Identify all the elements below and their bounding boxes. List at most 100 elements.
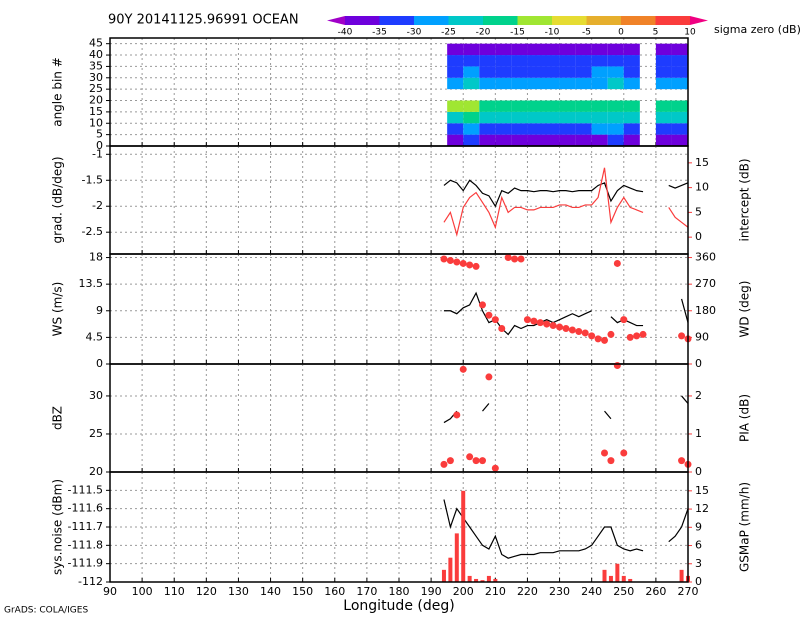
heatmap-cell — [543, 100, 560, 112]
y-tick-label: 20 — [89, 465, 103, 478]
heatmap-cell — [655, 123, 672, 135]
y-tick-label: 18 — [89, 251, 103, 264]
y-tick-label: 45 — [89, 37, 103, 50]
heatmap-cell — [623, 123, 640, 135]
heatmap-cell — [575, 66, 592, 78]
heatmap-cell — [655, 55, 672, 67]
heatmap-cell — [495, 66, 512, 78]
panel-frame — [109, 471, 689, 583]
heatmap-cell — [543, 43, 560, 56]
y-tick-label: 4.5 — [86, 330, 104, 343]
heatmap-cell — [479, 77, 496, 90]
heatmap-cell — [511, 111, 528, 124]
y-tick-label: 0 — [96, 357, 103, 370]
y-axis-label: WS (m/s) — [51, 282, 65, 337]
data-line — [604, 410, 612, 420]
heatmap-cell — [575, 134, 592, 146]
bar — [602, 569, 607, 582]
data-point — [453, 258, 461, 266]
colorbar-tick-label: -30 — [407, 28, 422, 38]
footer: GrADS: COLA/IGES — [4, 606, 88, 616]
heatmap-cell — [543, 123, 560, 135]
heatmap-cell — [463, 43, 480, 56]
y-tick-label: 10 — [89, 116, 103, 129]
heatmap-cell — [511, 134, 528, 146]
colorbar-cell — [379, 16, 414, 25]
heatmap-cell — [527, 123, 544, 135]
x-tick-label: 130 — [228, 585, 249, 598]
x-tick-label: 220 — [517, 585, 538, 598]
heatmap-cell — [575, 77, 592, 90]
heatmap-cell — [607, 55, 624, 67]
bar — [441, 569, 446, 582]
data-point — [472, 262, 480, 270]
colorbar-tick-label: -5 — [582, 28, 591, 38]
y-tick-label: 20 — [89, 94, 103, 107]
heatmap-cell — [479, 134, 496, 146]
x-tick-label: 240 — [581, 585, 602, 598]
data-point — [543, 320, 551, 328]
y-axis-label: angle bin # — [51, 57, 65, 127]
heatmap-cell — [591, 66, 608, 78]
data-point — [459, 259, 467, 267]
y2-axis-label: intercept (dB) — [738, 158, 752, 241]
data-point — [613, 259, 621, 267]
x-tick-label: 90 — [103, 585, 117, 598]
data-point — [678, 332, 686, 340]
heatmap-cell — [527, 43, 544, 56]
data-line — [668, 207, 689, 228]
heatmap-cell — [447, 123, 464, 135]
y2-tick-label: 15 — [695, 156, 709, 169]
x-tick-label: 210 — [485, 585, 506, 598]
y-tick-label: 25 — [89, 82, 103, 95]
heatmap-cell — [623, 66, 640, 78]
heatmap-cell — [447, 43, 464, 56]
data-point — [485, 311, 493, 319]
colorbar-tick-label: -15 — [510, 28, 525, 38]
heatmap-cell — [591, 77, 608, 90]
y2-tick-label: 180 — [695, 304, 716, 317]
data-point — [478, 301, 486, 309]
heatmap-cell — [447, 134, 464, 146]
heatmap-cell — [655, 111, 672, 124]
x-tick-label: 170 — [356, 585, 377, 598]
heatmap-cell — [527, 134, 544, 146]
y2-tick-label: 10 — [695, 181, 709, 194]
y-tick-label: -1 — [92, 147, 103, 160]
heatmap-cell — [575, 55, 592, 67]
heatmap-cell — [591, 55, 608, 67]
heatmap-cell — [463, 123, 480, 135]
y2-tick-label: 5 — [695, 205, 702, 218]
heatmap-cell — [479, 111, 496, 124]
colorbar-cell — [517, 16, 552, 25]
y2-tick-label: 2 — [695, 389, 702, 402]
x-tick-label: 230 — [549, 585, 570, 598]
colorbar-tick-label: -20 — [476, 28, 491, 38]
data-point — [556, 323, 564, 331]
heatmap-cell — [447, 111, 464, 124]
heatmap-cell — [495, 134, 512, 146]
heatmap-cell — [527, 55, 544, 67]
heatmap-cell — [479, 100, 496, 112]
heatmap-cell — [591, 111, 608, 124]
heatmap-cell — [463, 77, 480, 90]
heatmap-cell — [623, 43, 640, 56]
colorbar-tick-label: -35 — [372, 28, 387, 38]
heatmap-cell — [463, 134, 480, 146]
heatmap-cell — [543, 55, 560, 67]
colorbar-tick-label: 0 — [618, 28, 624, 38]
bar — [608, 575, 613, 582]
colorbar-cell — [655, 16, 690, 25]
colorbar-tick-label: -10 — [545, 28, 560, 38]
bar — [615, 563, 620, 582]
data-line — [668, 182, 689, 189]
heatmap-cell — [495, 77, 512, 90]
heatmap-cell — [511, 100, 528, 112]
y2-tick-label: 9 — [695, 520, 702, 533]
heatmap-cell — [591, 43, 608, 56]
heatmap-cell — [559, 134, 576, 146]
bar — [454, 533, 459, 582]
heatmap-cell — [671, 111, 688, 124]
x-tick-label: 190 — [421, 585, 442, 598]
